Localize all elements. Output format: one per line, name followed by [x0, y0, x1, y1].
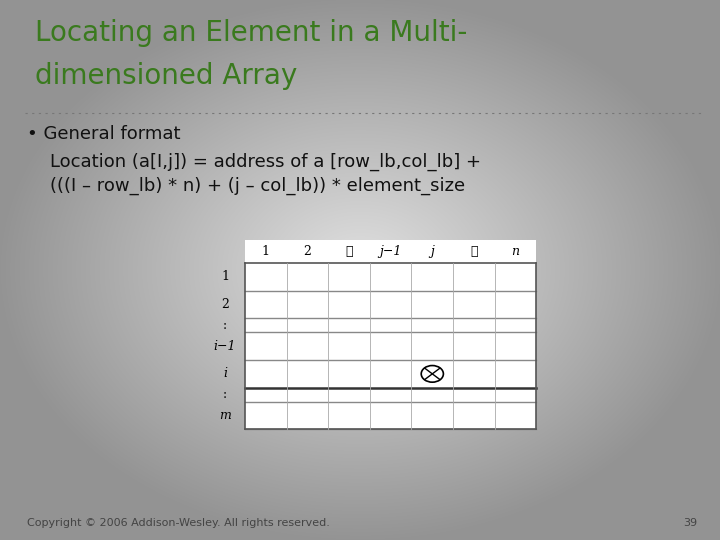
Text: • General format: • General format [27, 125, 181, 143]
Text: :: : [223, 319, 227, 332]
Bar [245, 240, 536, 429]
Text: (((I – row_lb) * n) + (j – col_lb)) * element_size: (((I – row_lb) * n) + (j – col_lb)) * el… [27, 177, 466, 195]
Text: :: : [223, 388, 227, 401]
Text: 39: 39 [683, 518, 697, 528]
Text: Location (a[I,j]) = address of a [row_lb,col_lb] +: Location (a[I,j]) = address of a [row_lb… [27, 152, 482, 171]
Text: j−1: j−1 [379, 245, 402, 258]
Text: n: n [512, 245, 520, 258]
Text: ⋯: ⋯ [470, 245, 477, 258]
Text: Copyright © 2006 Addison-Wesley. All rights reserved.: Copyright © 2006 Addison-Wesley. All rig… [27, 518, 330, 528]
Text: i: i [223, 367, 227, 380]
Text: 1: 1 [221, 271, 229, 284]
Text: dimensioned Array: dimensioned Array [35, 62, 297, 90]
Text: m: m [219, 409, 231, 422]
Text: 2: 2 [221, 298, 229, 311]
Text: j: j [431, 245, 434, 258]
Text: i−1: i−1 [214, 340, 236, 353]
Text: Locating an Element in a Multi-: Locating an Element in a Multi- [35, 19, 467, 47]
Text: ⋯: ⋯ [346, 245, 353, 258]
Text: 2: 2 [303, 245, 311, 258]
Text: 1: 1 [262, 245, 270, 258]
